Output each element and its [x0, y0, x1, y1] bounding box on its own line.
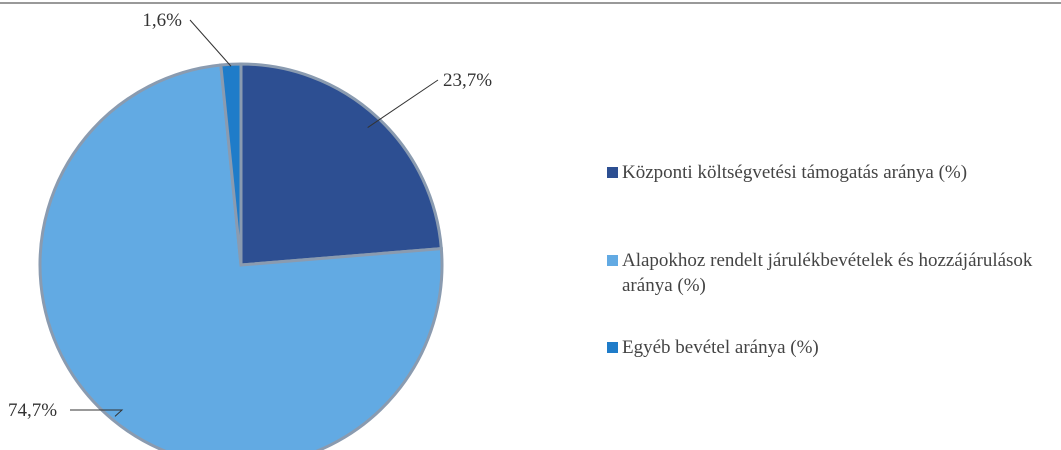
legend-item: Központi költségvetési támogatás aránya …	[607, 160, 1057, 185]
leader-line	[367, 79, 439, 128]
legend-swatch	[607, 167, 618, 178]
pie-slice	[219, 62, 243, 266]
legend-swatch	[607, 255, 618, 266]
data-label: 74,7%	[8, 400, 57, 421]
legend-label: Központi költségvetési támogatás aránya …	[622, 162, 968, 183]
data-label: 23,7%	[443, 70, 492, 91]
legend-item: Alapokhoz rendelt járulékbevételek és ho…	[607, 248, 1057, 298]
pie-slice	[38, 63, 444, 450]
legend-swatch	[607, 342, 618, 353]
leader-line	[70, 409, 124, 417]
leader-line	[189, 19, 232, 67]
legend-item: Egyéb bevétel aránya (%)	[607, 335, 1057, 360]
legend-label: Egyéb bevétel aránya (%)	[622, 337, 819, 358]
legend-label: Alapokhoz rendelt járulékbevételek és ho…	[622, 250, 1033, 296]
pie-slice	[239, 62, 443, 267]
data-label: 1,6%	[142, 10, 182, 31]
